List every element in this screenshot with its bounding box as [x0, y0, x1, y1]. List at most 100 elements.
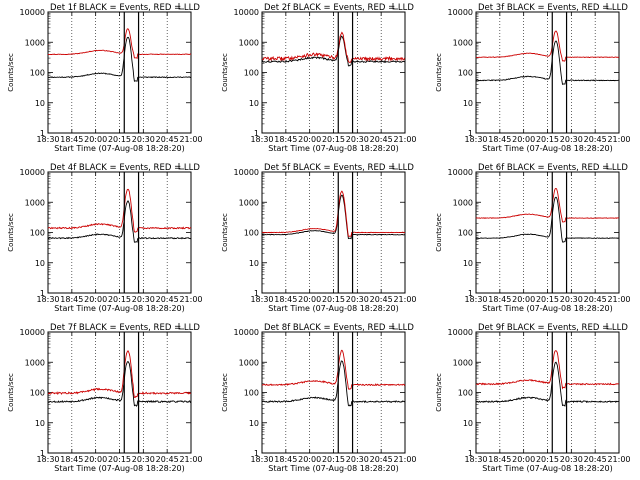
panel-det-3f: Det 3f BLACK = Events, RED = LLD 18:30 18:…: [435, 3, 631, 153]
x-tick-label: 21:00: [607, 295, 630, 304]
series-lld-line: [47, 188, 192, 233]
x-tick-label: 21:00: [179, 455, 202, 464]
y-axis-label: Counts/sec: [221, 213, 229, 252]
x-tick-label: 18:45: [60, 455, 83, 464]
series-events-line: [261, 35, 406, 67]
series-events-line: [475, 40, 619, 85]
y-tick-label: 1000: [453, 198, 473, 207]
y-tick-label: 10000: [448, 168, 473, 177]
x-tick-label: 20:15: [536, 135, 559, 144]
y-tick-label: 100: [30, 229, 45, 238]
x-tick-label: 20:00: [512, 135, 535, 144]
y-tick-label: 1000: [25, 198, 45, 207]
panel-det-6f: Det 6f BLACK = Events, RED = LLD 18:30 18:…: [435, 163, 631, 313]
y-tick-label: 1: [468, 449, 473, 458]
y-tick-label: 1: [254, 289, 259, 298]
x-axis-label: Start Time (07-Aug-08 18:28:20): [268, 304, 399, 313]
x-tick-label: 20:30: [346, 455, 369, 464]
series-lld-line: [47, 349, 192, 399]
x-tick-label: 20:00: [512, 295, 535, 304]
x-tick-label: 18:30: [464, 135, 487, 144]
panel-title: Det 2f BLACK = Events, RED = LLD: [264, 3, 414, 13]
x-tick-label: 20:15: [322, 135, 345, 144]
y-tick-label: 10000: [448, 328, 473, 337]
x-axis-label: Start Time (07-Aug-08 18:28:20): [482, 304, 613, 313]
panel-title: Det 8f BLACK = Events, RED = LLD: [264, 323, 414, 333]
x-tick-label: 18:30: [464, 295, 487, 304]
y-tick-label: 10000: [20, 168, 45, 177]
x-tick-label: 20:15: [322, 295, 345, 304]
x-tick-label: 20:30: [132, 135, 155, 144]
y-tick-label: 1: [254, 129, 259, 138]
panel-det-5f: Det 5f BLACK = Events, RED = LLD 18:30 18:…: [221, 163, 417, 313]
legend-box-icon: [178, 3, 184, 10]
legend-box-icon: [606, 3, 612, 10]
y-tick-label: 100: [244, 389, 259, 398]
y-tick-label: 10000: [234, 328, 259, 337]
panel-title: Det 3f BLACK = Events, RED = LLD: [478, 3, 628, 13]
x-tick-label: 20:45: [584, 455, 607, 464]
y-tick-label: 1: [468, 129, 473, 138]
x-tick-label: 20:30: [560, 455, 583, 464]
x-axis-label: Start Time (07-Aug-08 18:28:20): [54, 464, 185, 473]
x-tick-label: 18:45: [274, 295, 297, 304]
y-axis-label: Counts/sec: [7, 373, 15, 412]
y-tick-label: 1: [468, 289, 473, 298]
y-axis-label: Counts/sec: [221, 53, 229, 92]
x-tick-label: 18:30: [250, 455, 273, 464]
x-tick-label: 20:45: [370, 135, 393, 144]
x-tick-label: 21:00: [393, 135, 416, 144]
y-tick-label: 1: [254, 449, 259, 458]
x-tick-label: 20:45: [584, 135, 607, 144]
y-tick-label: 100: [458, 389, 473, 398]
x-tick-label: 20:00: [298, 135, 321, 144]
panel-title: Det 4f BLACK = Events, RED = LLD: [50, 163, 200, 173]
x-tick-label: 20:45: [370, 455, 393, 464]
x-tick-label: 20:00: [84, 455, 107, 464]
series-lld-line: [475, 350, 620, 390]
x-tick-label: 20:15: [322, 455, 345, 464]
y-axis-label: Counts/sec: [221, 373, 229, 412]
panel-title: Det 7f BLACK = Events, RED = LLD: [50, 323, 200, 333]
x-axis-label: Start Time (07-Aug-08 18:28:20): [54, 304, 185, 313]
x-tick-label: 18:30: [464, 455, 487, 464]
y-tick-label: 1000: [239, 358, 259, 367]
x-tick-label: 20:15: [536, 295, 559, 304]
x-tick-label: 20:45: [156, 135, 179, 144]
legend-box-icon: [606, 163, 612, 170]
x-tick-label: 21:00: [179, 135, 202, 144]
y-tick-label: 10: [35, 99, 45, 108]
series-events-line: [47, 200, 192, 243]
x-tick-label: 21:00: [393, 455, 416, 464]
x-tick-label: 21:00: [393, 295, 416, 304]
x-tick-label: 18:45: [60, 295, 83, 304]
y-tick-label: 1000: [239, 38, 259, 47]
y-tick-label: 10: [463, 259, 473, 268]
x-tick-label: 20:30: [346, 135, 369, 144]
y-axis-label: Counts/sec: [435, 373, 443, 412]
panel-det-4f: Det 4f BLACK = Events, RED = LLD 18:30 18:…: [7, 163, 203, 313]
y-tick-label: 10: [249, 99, 259, 108]
x-axis-label: Start Time (07-Aug-08 18:28:20): [54, 144, 185, 153]
y-tick-label: 10000: [234, 8, 259, 17]
y-axis-label: Counts/sec: [7, 213, 15, 252]
x-axis-label: Start Time (07-Aug-08 18:28:20): [482, 464, 613, 473]
series-events-line: [47, 360, 192, 407]
legend-box-icon: [178, 323, 184, 330]
series-lld-line: [261, 190, 406, 237]
x-tick-label: 20:30: [560, 135, 583, 144]
y-tick-label: 100: [244, 69, 259, 78]
y-tick-label: 100: [30, 389, 45, 398]
y-tick-label: 10: [35, 259, 45, 268]
x-tick-label: 21:00: [179, 295, 202, 304]
x-tick-label: 18:45: [60, 135, 83, 144]
y-axis-label: Counts/sec: [7, 53, 15, 92]
panel-det-7f: Det 7f BLACK = Events, RED = LLD 18:30 18:…: [7, 323, 203, 473]
x-tick-label: 18:45: [274, 455, 297, 464]
x-tick-label: 20:30: [132, 295, 155, 304]
y-tick-label: 10: [249, 259, 259, 268]
legend-box-icon: [606, 323, 612, 330]
y-axis-label: Counts/sec: [435, 53, 443, 92]
x-axis-label: Start Time (07-Aug-08 18:28:20): [268, 144, 399, 153]
